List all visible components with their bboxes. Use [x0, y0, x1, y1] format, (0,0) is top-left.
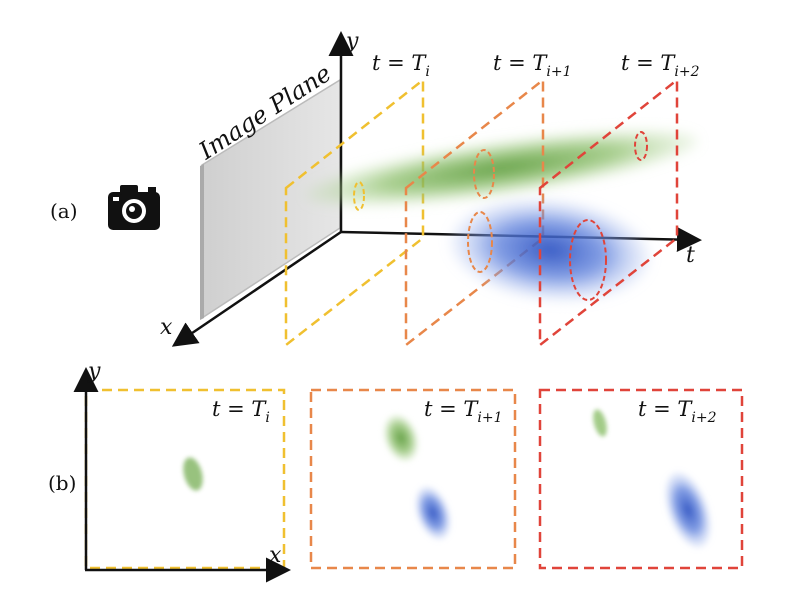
- green-blob-ti1: [383, 414, 419, 462]
- section-green-ti2: [634, 131, 648, 161]
- section-green-ti1: [473, 149, 495, 199]
- green-blob-ti: [183, 457, 203, 491]
- time-label-ti1-a: t = Ti+1: [493, 51, 572, 80]
- panel-ti2: [538, 388, 744, 570]
- time-plane-ti2: [538, 77, 679, 348]
- y-axis-label-a: y: [345, 29, 359, 54]
- svg-text:t = Ti+1: t = Ti+1: [493, 51, 572, 80]
- x-axis-label-a: x: [160, 315, 173, 340]
- camera-icon: [108, 185, 160, 230]
- blue-blob-ti1: [415, 486, 451, 540]
- svg-text:t = Ti: t = Ti: [212, 397, 270, 426]
- t-axis-label-a: t: [686, 243, 695, 268]
- time-label-ti1-b: t = Ti+1: [424, 397, 503, 426]
- time-label-ti2-a: t = Ti+2: [621, 51, 700, 80]
- svg-text:t = Ti+2: t = Ti+2: [621, 51, 700, 80]
- x-axis-label-b: x: [269, 543, 282, 568]
- time-plane-ti: [284, 77, 425, 348]
- time-label-ti-b: t = Ti: [212, 397, 270, 426]
- section-green-ti: [353, 181, 365, 211]
- green-gaussian-3d: [305, 130, 699, 206]
- time-label-ti-a: t = Ti: [372, 51, 430, 80]
- time-plane-ti1: [404, 77, 545, 348]
- svg-text:t = Ti: t = Ti: [372, 51, 430, 80]
- y-axis-label-b: y: [87, 359, 101, 384]
- panel-ti1: [309, 388, 517, 570]
- x-axis-a: [171, 230, 342, 347]
- blue-gaussian-3d: [450, 199, 650, 301]
- time-label-ti2-b: t = Ti+2: [638, 397, 717, 426]
- green-blob-ti2: [593, 409, 607, 437]
- section-blue-ti2: [569, 219, 607, 301]
- svg-text:t = Ti+1: t = Ti+1: [424, 397, 503, 426]
- part-label-b: (b): [48, 471, 76, 495]
- svg-text:t = Ti+2: t = Ti+2: [638, 397, 717, 426]
- part-label-a: (a): [50, 199, 78, 223]
- section-blue-ti1: [467, 211, 493, 273]
- blue-blob-ti2: [664, 471, 712, 549]
